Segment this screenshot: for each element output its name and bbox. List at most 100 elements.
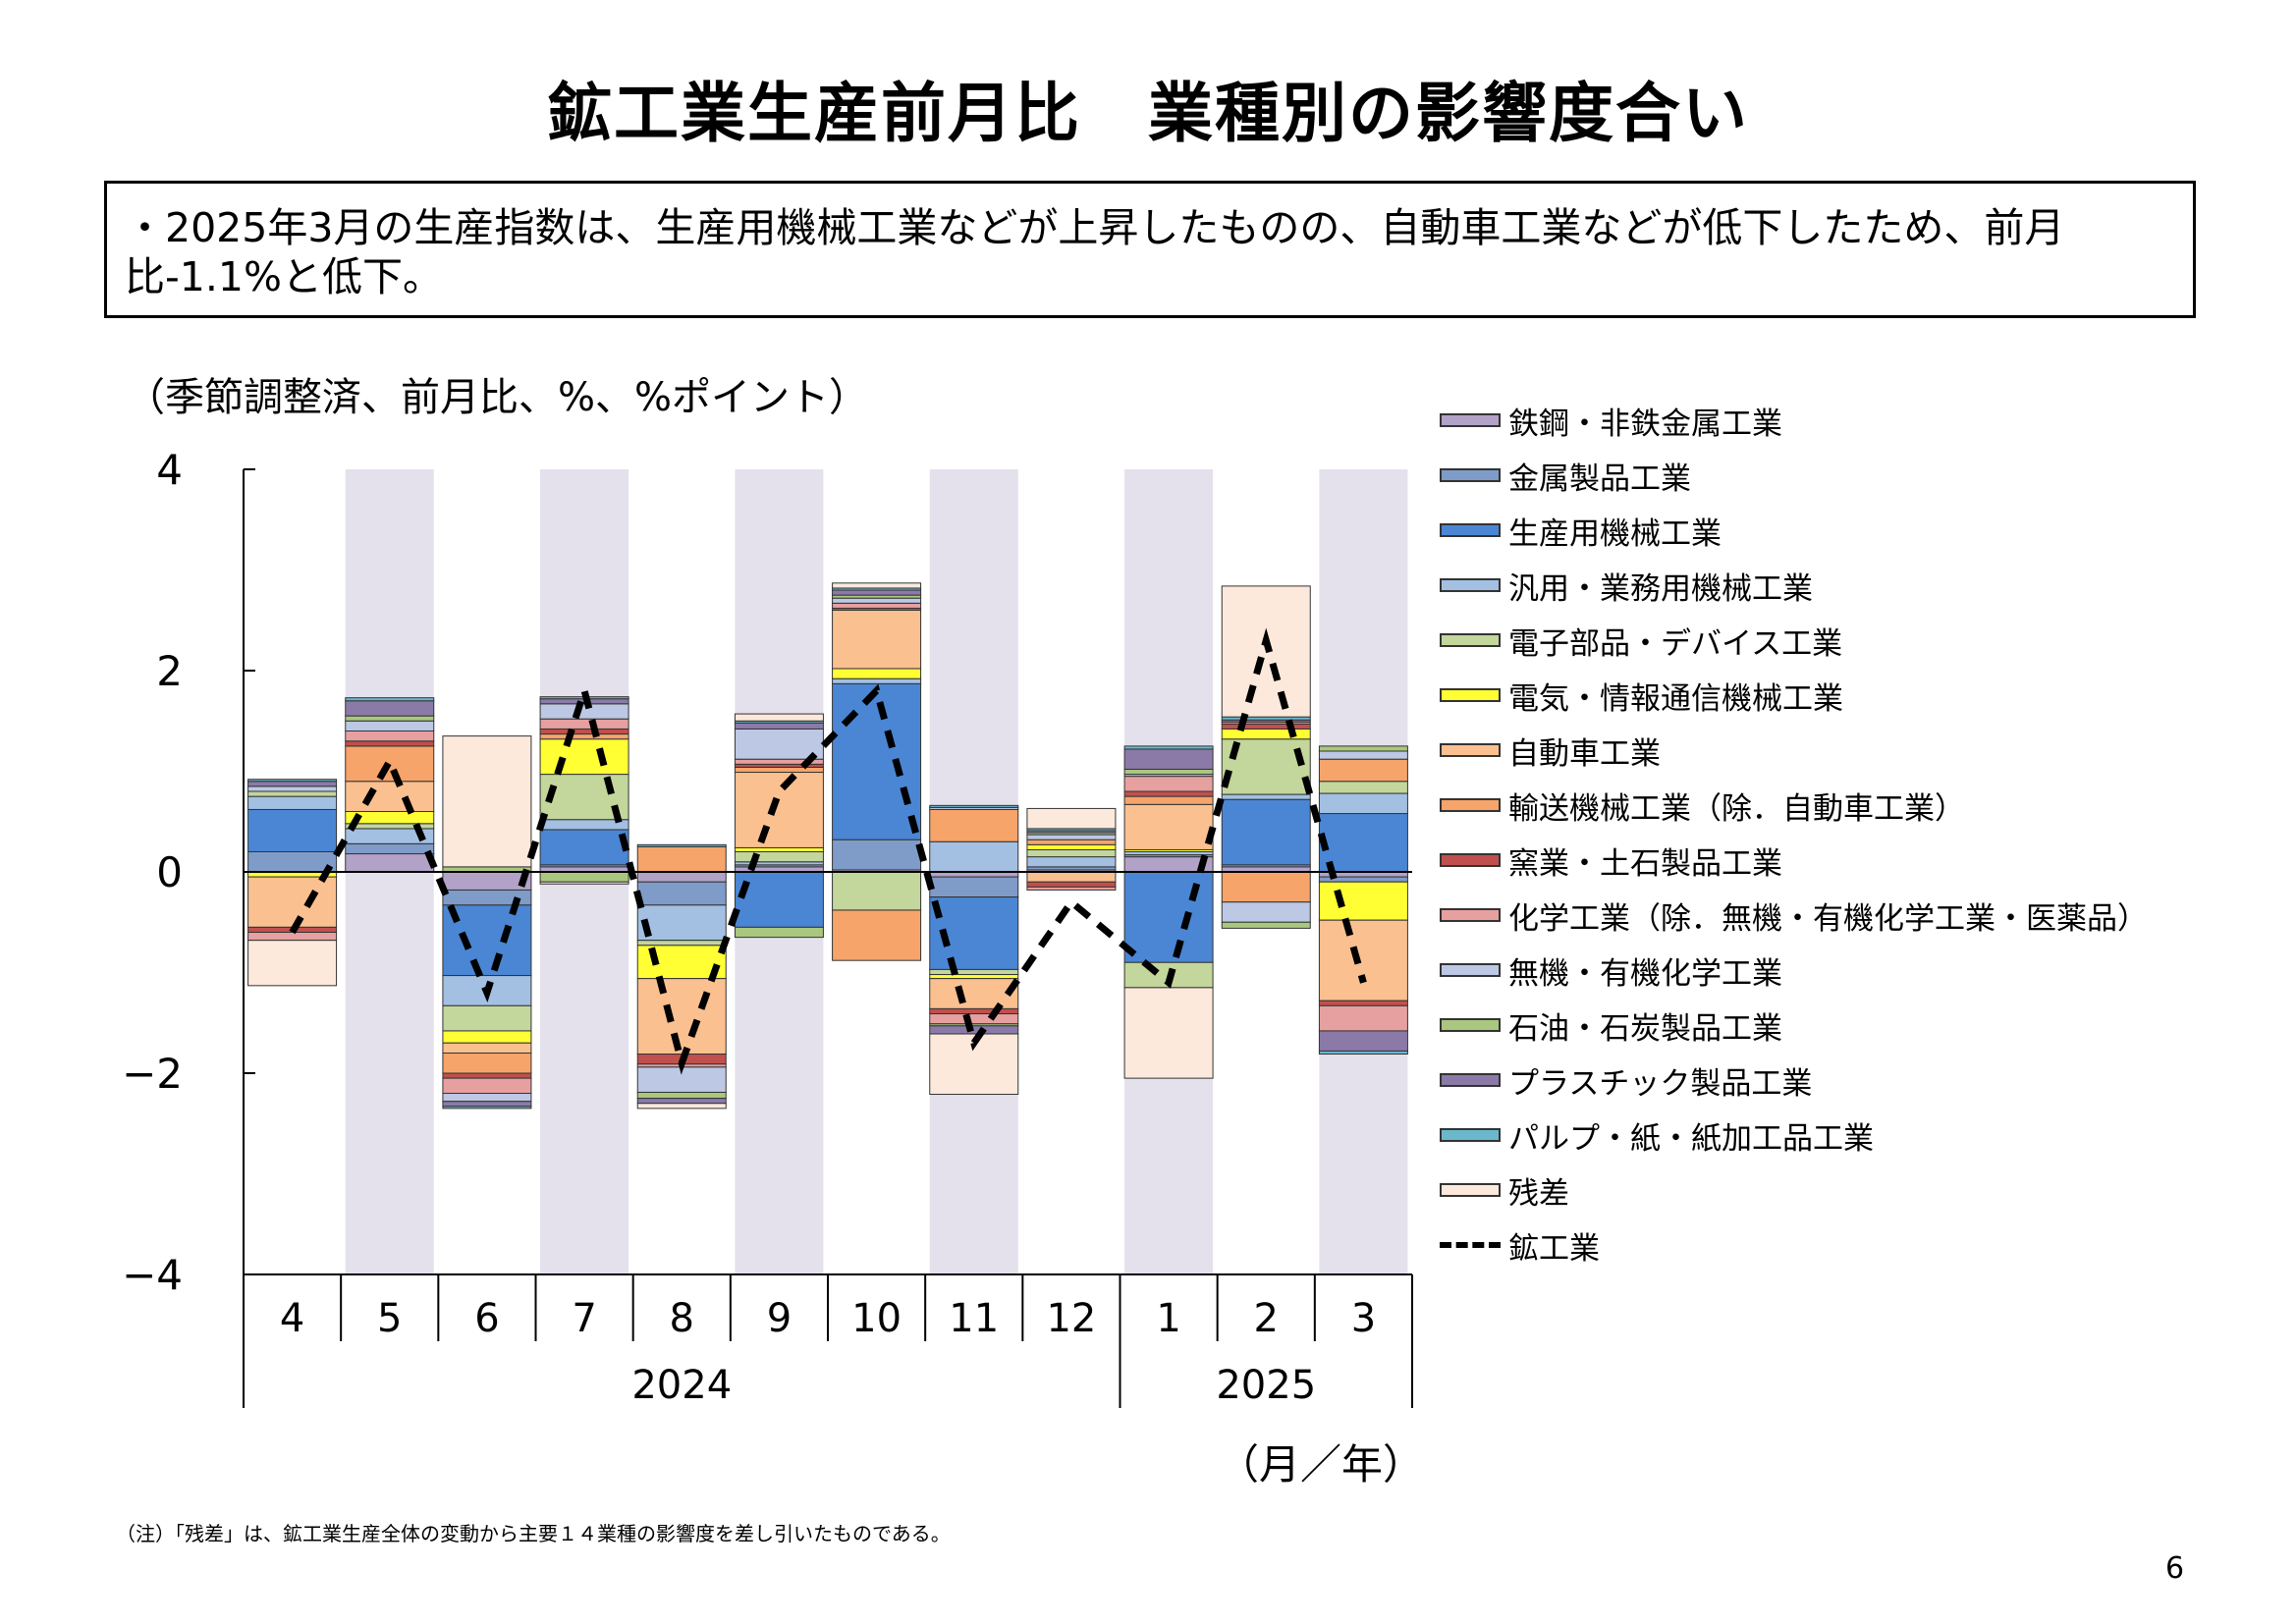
bar-segment (929, 1007, 1019, 1015)
legend-item: パルプ・紙・紙加工品工業 (1440, 1115, 1874, 1157)
bar-segment (247, 851, 338, 873)
bar-segment (636, 940, 727, 947)
bar-segment (1318, 758, 1408, 783)
bar-segment (247, 795, 338, 810)
bar-segment (539, 703, 629, 720)
bar-segment (539, 718, 629, 730)
bar-segment (345, 745, 435, 783)
bar-segment (636, 871, 727, 883)
x-tick-label: 8 (670, 1296, 694, 1341)
bar-segment (734, 722, 824, 730)
legend-swatch (1440, 633, 1501, 647)
bar-segment (442, 1042, 532, 1054)
total-line-path (289, 627, 1367, 1075)
bar-segment (1318, 919, 1408, 1001)
bar-segment (832, 668, 922, 679)
bar-segment (345, 740, 435, 747)
bar-segment (929, 1013, 1019, 1025)
bar-segment (832, 589, 922, 596)
bar-segment (1123, 795, 1214, 805)
bar-segment (345, 715, 435, 722)
bar-segment (929, 808, 1019, 842)
bar-segment (832, 597, 922, 604)
bar-segment (442, 1030, 532, 1044)
bar-segment (247, 808, 338, 853)
bar-segment (1026, 881, 1117, 888)
bar-segment (929, 974, 1019, 980)
legend-label: 輸送機械工業（除．自動車工業） (1508, 790, 1965, 827)
bar-segment (539, 738, 629, 776)
legend-item: 電気・情報通信機械工業 (1440, 676, 1843, 717)
legend-label: 鉱工業 (1508, 1230, 1600, 1267)
bar-segment (1026, 871, 1117, 883)
bar-segment (345, 720, 435, 731)
bar-segment (734, 851, 824, 863)
bar-segment (929, 876, 1019, 898)
bar-segment (1123, 790, 1214, 797)
x-tick-label: 7 (572, 1296, 596, 1341)
bar-segment (734, 728, 824, 760)
bar-segment (345, 842, 435, 855)
bar-segment (1318, 1050, 1408, 1056)
x-tick-label: 11 (949, 1296, 999, 1341)
bar-segment (734, 713, 824, 722)
bar-segment (1221, 793, 1311, 800)
bar-segment (345, 731, 435, 742)
bar-segment (539, 728, 629, 735)
bar-segment (1221, 901, 1311, 923)
x-tick-label: 4 (280, 1296, 304, 1341)
bar-segment (734, 926, 824, 939)
page-number: 6 (2165, 1551, 2185, 1586)
legend-swatch (1440, 1128, 1501, 1142)
legend-item: 残差 (1440, 1170, 1569, 1212)
bar-segment (636, 904, 727, 942)
bar-segment (247, 779, 338, 783)
y-tick-label: 2 (156, 647, 183, 695)
legend-item: プラスチック製品工業 (1440, 1060, 1812, 1102)
bar-segment (636, 1091, 727, 1100)
bar-segment (1026, 843, 1117, 850)
bar-segment (734, 871, 824, 928)
bar-segment (345, 781, 435, 812)
bar-segment (247, 781, 338, 787)
legend-swatch (1440, 578, 1501, 592)
legend-swatch (1440, 963, 1501, 977)
legend-label: 化学工業（除．無機・有機化学工業・医薬品） (1508, 900, 2148, 937)
bar-segment (442, 1093, 532, 1103)
bar-segment (442, 1072, 532, 1079)
bar-segment (636, 1103, 727, 1110)
bar-segment (1318, 1004, 1408, 1032)
bar-segment (929, 840, 1019, 873)
bar-segment (247, 876, 338, 928)
legend-swatch (1440, 853, 1501, 867)
bar-segment (1221, 921, 1311, 929)
bar-segment (442, 1004, 532, 1032)
total-line (289, 627, 1367, 1075)
x-tick-label: 1 (1156, 1296, 1180, 1341)
bar-segment (1318, 750, 1408, 760)
bar-segment (636, 978, 727, 1056)
y-tick-label: −4 (122, 1251, 183, 1299)
legend-label: 窯業・土石製品工業 (1508, 845, 1782, 882)
year-label: 2024 (631, 1363, 732, 1408)
bar-segment (1123, 803, 1214, 850)
bar-segment (1026, 886, 1117, 891)
legend-item: 無機・有機化学工業 (1440, 950, 1782, 992)
bar-segment (1221, 871, 1311, 903)
bar-segment (1026, 856, 1117, 868)
bar-segment (929, 978, 1019, 1009)
legend-item: 化学工業（除．無機・有機化学工業・医薬品） (1440, 895, 2148, 937)
legend-label: 金属製品工業 (1508, 460, 1691, 497)
y-tick-label: −2 (122, 1050, 183, 1098)
bar-segment (1026, 839, 1117, 845)
bar-segment (636, 845, 727, 873)
bar-segment (1318, 781, 1408, 794)
bar-segment (1221, 798, 1311, 866)
bar-segment (345, 853, 435, 873)
legend-item: 鉄鋼・非鉄金属工業 (1440, 401, 1782, 442)
bar-segment (442, 735, 532, 868)
bar-segment (345, 700, 435, 717)
legend-label: 残差 (1508, 1175, 1569, 1212)
